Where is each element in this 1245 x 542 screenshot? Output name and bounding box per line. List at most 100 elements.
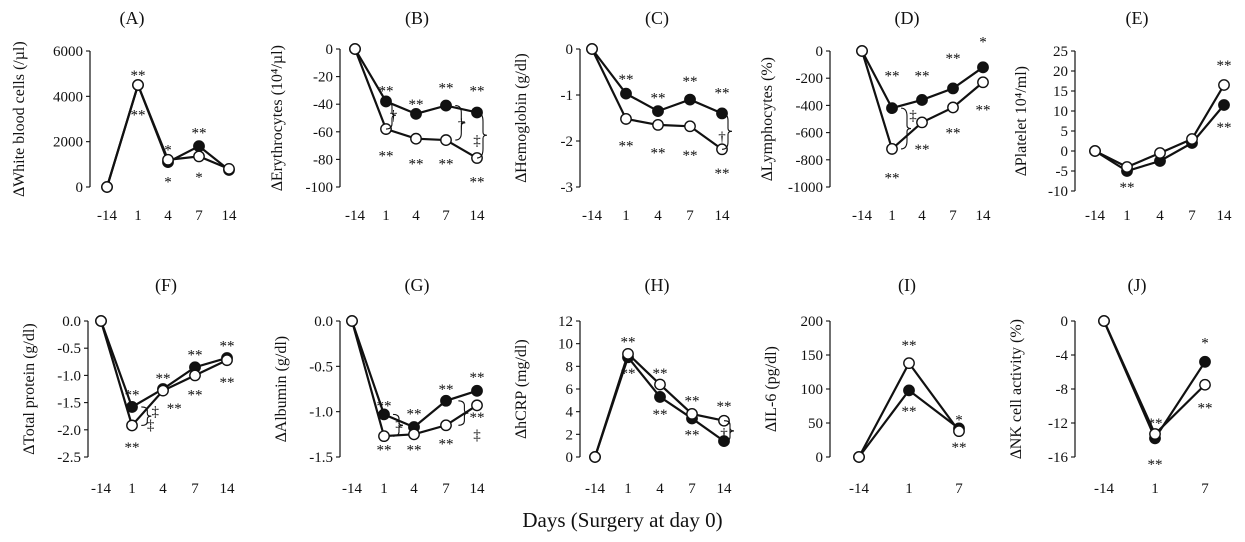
x-tick-label: -14 xyxy=(91,481,111,497)
significance-mark: ** xyxy=(952,440,967,456)
x-tick-label: 7 xyxy=(949,208,957,224)
panel-letter: (E) xyxy=(1126,8,1149,29)
significance-mark: ** xyxy=(1198,401,1213,417)
x-tick-label: 4 xyxy=(654,208,662,224)
significance-mark: ** xyxy=(220,375,235,391)
y-tick-label: 10 xyxy=(1053,104,1068,120)
data-point-open xyxy=(410,132,422,145)
x-tick-label: 1 xyxy=(624,481,632,497)
y-axis-title: ∆IL-6 (pg/dl) xyxy=(763,346,780,432)
data-point-filled xyxy=(947,82,959,95)
significance-mark: ** xyxy=(683,148,698,164)
data-point-open xyxy=(620,113,632,125)
series-line-filled xyxy=(858,388,960,458)
data-point-open xyxy=(223,162,235,175)
y-axis-title: ∆Lymphocytes (%) xyxy=(759,57,776,181)
data-point-open xyxy=(654,378,666,391)
panel-g: (G)-1.5-1.0-0.50.0∆Albumin (g/dl)-14 1 4 7 1… xyxy=(273,275,485,497)
significance-mark: ** xyxy=(131,107,146,123)
x-tick-label: -14 xyxy=(342,481,362,497)
x-tick-label: 1 xyxy=(128,481,136,497)
significance-mark: ** xyxy=(407,406,422,422)
significance-bracket xyxy=(723,420,735,442)
panel-b: (B) -100 -80 -60 -40 -20 0 ∆Erythrocytes (10⁴/µ… xyxy=(269,8,488,224)
y-tick-label: -2 xyxy=(561,134,574,150)
significance-mark: ** xyxy=(885,68,900,84)
y-tick-label: 20 xyxy=(1053,64,1068,80)
significance-mark: ** xyxy=(379,83,394,99)
significance-mark: ** xyxy=(407,443,422,459)
data-point-open xyxy=(684,120,696,133)
significance-mark: ** xyxy=(470,174,485,190)
significance-mark: ** xyxy=(717,399,732,415)
data-point-filled xyxy=(684,93,696,106)
data-point-open xyxy=(947,101,959,114)
significance-mark: ** xyxy=(439,382,454,398)
significance-mark: ** xyxy=(946,51,961,67)
x-tick-label: 4 xyxy=(159,481,167,497)
data-point-open xyxy=(586,43,598,55)
data-point-open xyxy=(126,419,138,432)
panel-letter: (H) xyxy=(645,275,670,296)
significance-mark: ** xyxy=(885,170,900,186)
x-tick-label: -14 xyxy=(582,208,602,224)
significance-mark: ** xyxy=(439,81,454,97)
y-tick-label: 0 xyxy=(326,42,334,58)
data-point-open xyxy=(953,425,965,438)
y-tick-label: -1.0 xyxy=(309,405,333,421)
panel-letter: (D) xyxy=(895,8,920,29)
x-tick-label: -14 xyxy=(1094,481,1114,497)
significance-mark: ** xyxy=(651,146,666,162)
significance-bracket xyxy=(141,406,152,426)
panel-letter: (F) xyxy=(155,275,177,296)
significance-mark: ** xyxy=(220,338,235,354)
panel-a: (A) 0 2000 4000 6000 ∆White blood cells (/µl)… xyxy=(11,8,237,224)
significance-mark: ** xyxy=(683,74,698,90)
significance-mark: * xyxy=(195,170,203,186)
y-tick-label: -10 xyxy=(1048,184,1068,200)
significance-mark: ** xyxy=(377,443,392,459)
data-point-open xyxy=(471,399,483,412)
significance-mark: ** xyxy=(915,142,930,158)
significance-mark: ** xyxy=(902,338,917,354)
series-line-filled xyxy=(105,81,230,188)
y-tick-label: 5 xyxy=(1061,124,1069,140)
significance-mark: † xyxy=(458,117,466,133)
significance-bracket xyxy=(900,107,912,150)
significance-mark: ** xyxy=(619,139,634,155)
data-point-open xyxy=(856,45,868,57)
y-tick-label: -4 xyxy=(1056,348,1069,364)
y-tick-label: -5 xyxy=(1056,164,1069,180)
x-tick-label: 4 xyxy=(164,208,172,224)
data-point-open xyxy=(221,354,233,367)
data-point-open xyxy=(101,181,113,193)
y-tick-label: -1 xyxy=(561,88,574,104)
y-axis-title: ∆Total protein (g/dl) xyxy=(21,323,38,454)
y-tick-label: 100 xyxy=(801,382,824,398)
significance-mark: ** xyxy=(946,126,961,142)
significance-mark: ** xyxy=(685,393,700,409)
significance-mark: ** xyxy=(188,348,203,364)
significance-mark: ** xyxy=(167,401,182,417)
significance-mark: ** xyxy=(156,371,171,387)
data-point-open xyxy=(349,43,361,55)
data-point-filled xyxy=(193,140,205,153)
significance-mark: ** xyxy=(409,97,424,113)
significance-mark: * xyxy=(1201,335,1209,351)
significance-mark: ** xyxy=(976,102,991,118)
y-axis-title: ∆Albumin (g/dl) xyxy=(273,336,290,442)
y-tick-label: -2.5 xyxy=(57,450,81,466)
y-tick-label: -40 xyxy=(313,97,333,113)
x-tick-label: 14 xyxy=(717,481,733,497)
significance-mark: ** xyxy=(715,166,730,182)
x-tick-label: 14 xyxy=(220,481,236,497)
x-tick-label: 14 xyxy=(976,208,992,224)
y-tick-label: 25 xyxy=(1053,44,1068,60)
data-point-open xyxy=(1089,145,1101,157)
significance-mark: ** xyxy=(715,86,730,102)
y-tick-label: -1000 xyxy=(788,180,823,196)
data-point-open xyxy=(1121,161,1133,173)
data-point-open xyxy=(853,451,865,463)
